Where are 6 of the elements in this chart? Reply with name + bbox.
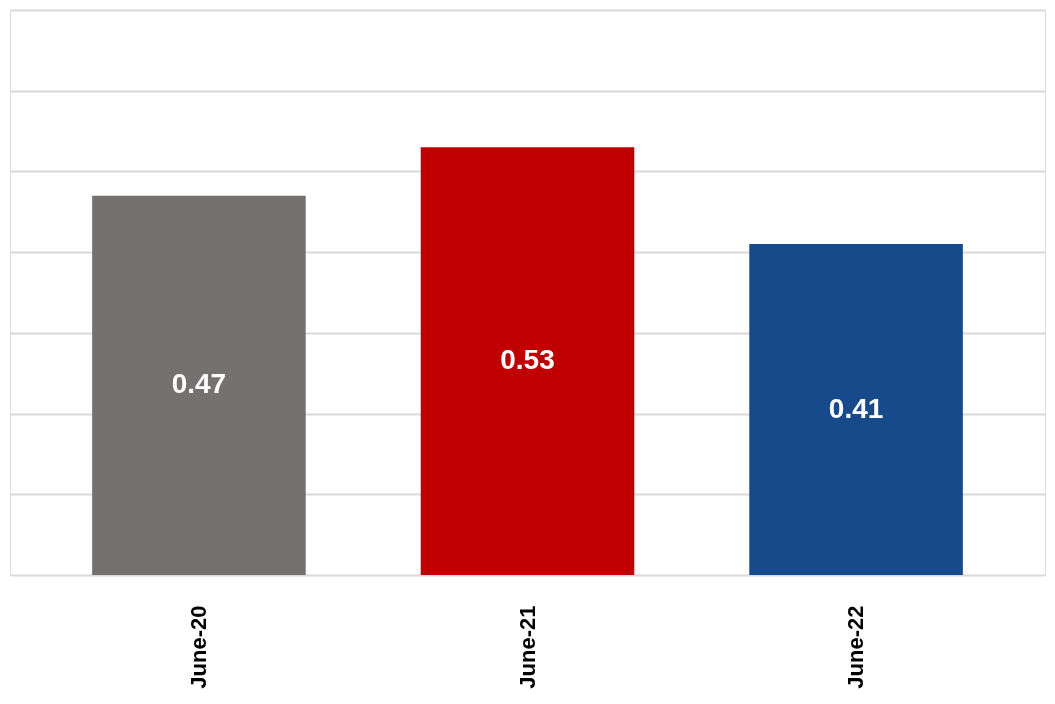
x-tick-label: June-21 <box>514 605 540 689</box>
data-label: 0.53 <box>500 344 555 376</box>
x-tick-label: June-22 <box>843 605 869 689</box>
data-label: 0.41 <box>828 392 884 424</box>
x-tick-label: June-20 <box>185 605 211 689</box>
data-label: 0.47 <box>171 368 227 400</box>
